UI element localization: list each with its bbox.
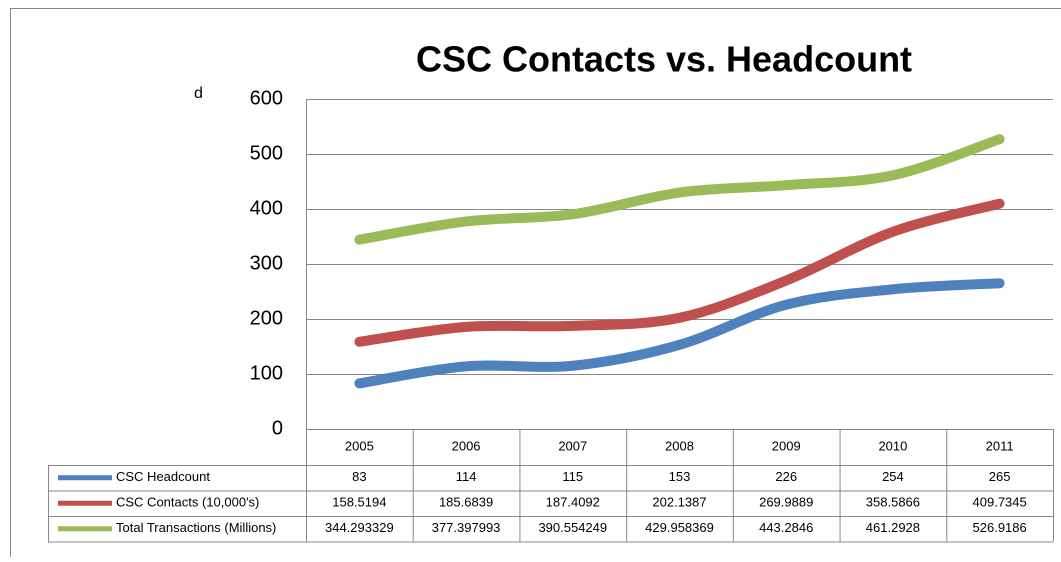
table-value: 377.397993 bbox=[432, 520, 501, 535]
table-value: 158.5194 bbox=[332, 495, 386, 510]
y-tick-label: 600 bbox=[250, 87, 283, 109]
table-value: 153 bbox=[669, 469, 691, 484]
table-value: 83 bbox=[352, 469, 366, 484]
table-value: 254 bbox=[882, 469, 904, 484]
table-value: 185.6839 bbox=[439, 495, 493, 510]
legend-label: CSC Contacts (10,000's) bbox=[116, 495, 259, 510]
table-value: 461.2928 bbox=[866, 520, 920, 535]
table-value: 202.1387 bbox=[652, 495, 706, 510]
table-value: 114 bbox=[456, 469, 477, 484]
x-tick-label: 2010 bbox=[878, 438, 907, 453]
chart-title: CSC Contacts vs. Headcount bbox=[416, 39, 912, 80]
table-value: 409.7345 bbox=[973, 495, 1027, 510]
table-value: 344.293329 bbox=[325, 520, 394, 535]
y-tick-label: 100 bbox=[250, 362, 283, 384]
x-tick-label: 2009 bbox=[772, 438, 801, 453]
x-tick-label: 2008 bbox=[665, 438, 694, 453]
legend-label: CSC Headcount bbox=[116, 469, 210, 484]
y-tick-label: 200 bbox=[250, 307, 283, 329]
table-value: 226 bbox=[775, 469, 797, 484]
x-tick-label: 2007 bbox=[558, 438, 587, 453]
table-value: 187.4092 bbox=[546, 495, 600, 510]
table-value: 429.958369 bbox=[645, 520, 714, 535]
table-value: 265 bbox=[989, 469, 1011, 484]
table-value: 443.2846 bbox=[759, 520, 813, 535]
y-tick-label: 0 bbox=[272, 417, 283, 439]
x-tick-label: 2006 bbox=[452, 438, 481, 453]
y-tick-label: 500 bbox=[250, 142, 283, 164]
x-tick-label: 2005 bbox=[345, 438, 374, 453]
y-tick-label: 300 bbox=[250, 252, 283, 274]
table-value: 269.9889 bbox=[759, 495, 813, 510]
annotation: d bbox=[194, 85, 203, 102]
table-value: 526.9186 bbox=[973, 520, 1027, 535]
table-value: 390.554249 bbox=[538, 520, 607, 535]
x-tick-label: 2011 bbox=[986, 438, 1014, 453]
table-value: 358.5866 bbox=[866, 495, 920, 510]
table-value: 115 bbox=[562, 469, 583, 484]
legend-label: Total Transactions (Millions) bbox=[116, 520, 276, 535]
y-tick-label: 400 bbox=[250, 197, 283, 219]
